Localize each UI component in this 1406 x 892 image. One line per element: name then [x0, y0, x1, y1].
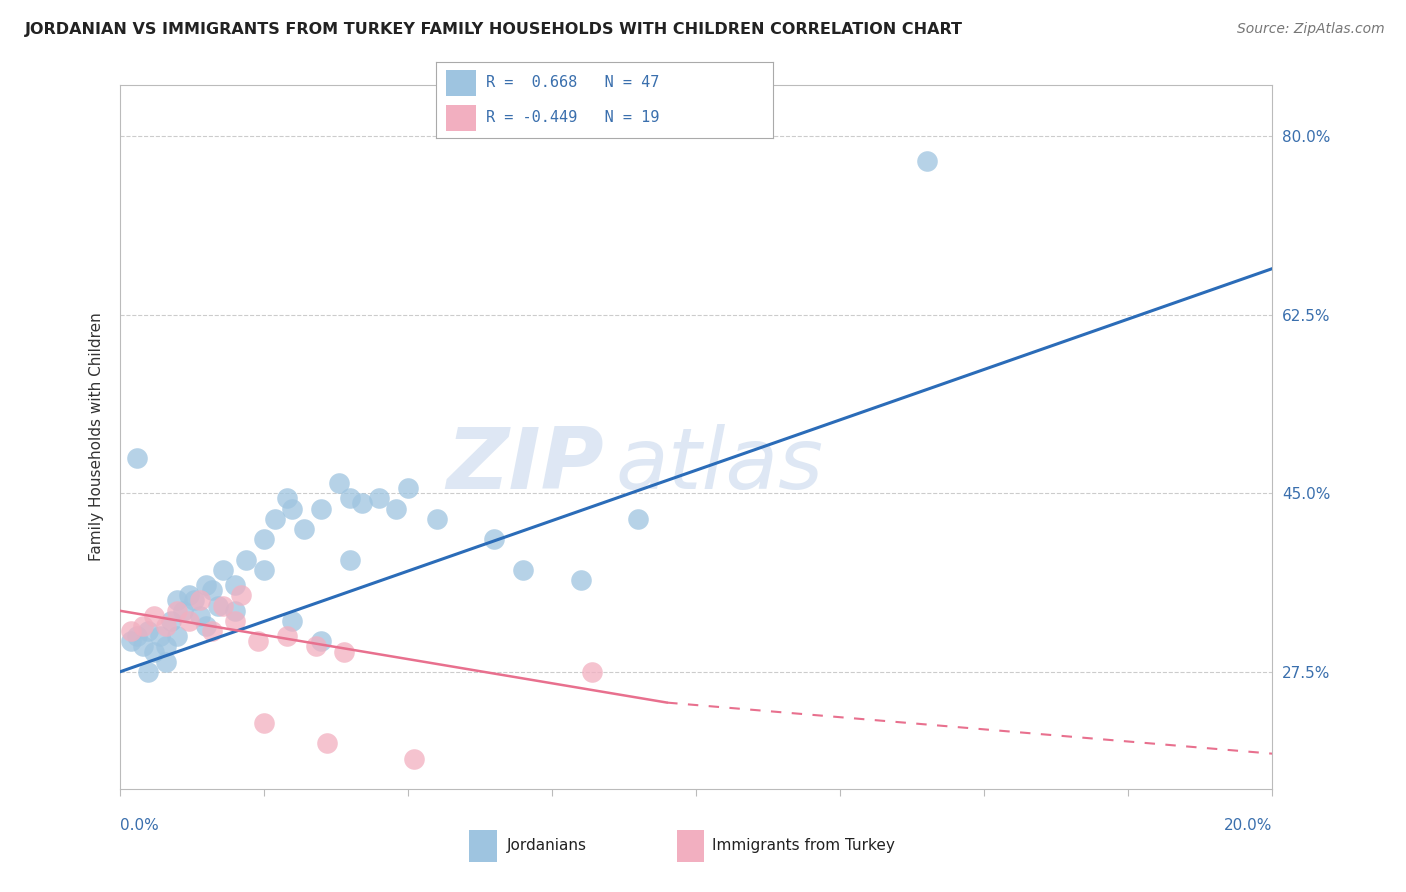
Point [339, 552, 361, 566]
Point [143, 644, 166, 658]
Text: Jordanians: Jordanians [508, 838, 586, 853]
Point [138, 624, 160, 639]
Y-axis label: Family Households with Children: Family Households with Children [89, 313, 104, 561]
Point [177, 588, 200, 602]
Point [253, 716, 276, 731]
Point [304, 640, 326, 654]
Point [385, 501, 408, 516]
Text: Source: ZipAtlas.com: Source: ZipAtlas.com [1237, 22, 1385, 37]
Point [281, 614, 304, 628]
Point [155, 640, 177, 654]
Point [581, 665, 603, 679]
Text: JORDANIAN VS IMMIGRANTS FROM TURKEY FAMILY HOUSEHOLDS WITH CHILDREN CORRELATION : JORDANIAN VS IMMIGRANTS FROM TURKEY FAMI… [25, 22, 963, 37]
Point [276, 629, 298, 643]
Point [120, 624, 142, 639]
Text: Immigrants from Turkey: Immigrants from Turkey [711, 838, 894, 853]
Text: 0.0%: 0.0% [120, 818, 159, 833]
Point [207, 599, 229, 613]
Point [166, 604, 188, 618]
Point [212, 563, 235, 577]
Point [368, 491, 391, 506]
Point [627, 512, 650, 526]
Point [276, 491, 298, 506]
Point [177, 614, 200, 628]
Point [160, 614, 183, 628]
Point [915, 154, 938, 169]
Point [120, 634, 142, 648]
Bar [470, 830, 496, 863]
Point [183, 593, 205, 607]
Point [402, 752, 425, 766]
Point [229, 588, 252, 602]
Point [188, 593, 211, 607]
Point [194, 578, 217, 592]
Point [333, 644, 356, 658]
Point [264, 512, 287, 526]
Point [224, 604, 246, 618]
Point [149, 629, 172, 643]
Point [253, 532, 276, 546]
Text: R =  0.668   N = 47: R = 0.668 N = 47 [486, 76, 659, 90]
Point [246, 634, 269, 648]
Point [235, 552, 257, 566]
Point [125, 629, 148, 643]
Point [316, 736, 339, 750]
Point [224, 614, 246, 628]
Point [201, 583, 224, 598]
Point [425, 512, 447, 526]
Point [188, 608, 211, 623]
Point [172, 604, 194, 618]
Point [166, 593, 188, 607]
Point [194, 619, 217, 633]
Point [212, 599, 235, 613]
Point [131, 619, 153, 633]
Point [155, 655, 177, 669]
Point [292, 522, 315, 536]
Point [339, 491, 361, 506]
Point [138, 665, 160, 679]
Point [166, 629, 188, 643]
Point [309, 634, 332, 648]
Point [569, 573, 592, 587]
Bar [446, 105, 477, 130]
Point [281, 501, 304, 516]
Bar [446, 70, 477, 95]
Point [484, 532, 506, 546]
Text: 20.0%: 20.0% [1225, 818, 1272, 833]
Point [512, 563, 534, 577]
Point [253, 563, 276, 577]
Point [224, 578, 246, 592]
Point [155, 619, 177, 633]
Point [350, 496, 373, 510]
Point [328, 476, 350, 491]
Text: R = -0.449   N = 19: R = -0.449 N = 19 [486, 111, 659, 125]
Point [396, 481, 419, 495]
Bar [676, 830, 704, 863]
Point [125, 450, 148, 465]
Point [143, 608, 166, 623]
Text: ZIP: ZIP [446, 424, 603, 507]
Point [131, 640, 153, 654]
Text: atlas: atlas [616, 424, 824, 507]
Point [201, 624, 224, 639]
Point [309, 501, 332, 516]
